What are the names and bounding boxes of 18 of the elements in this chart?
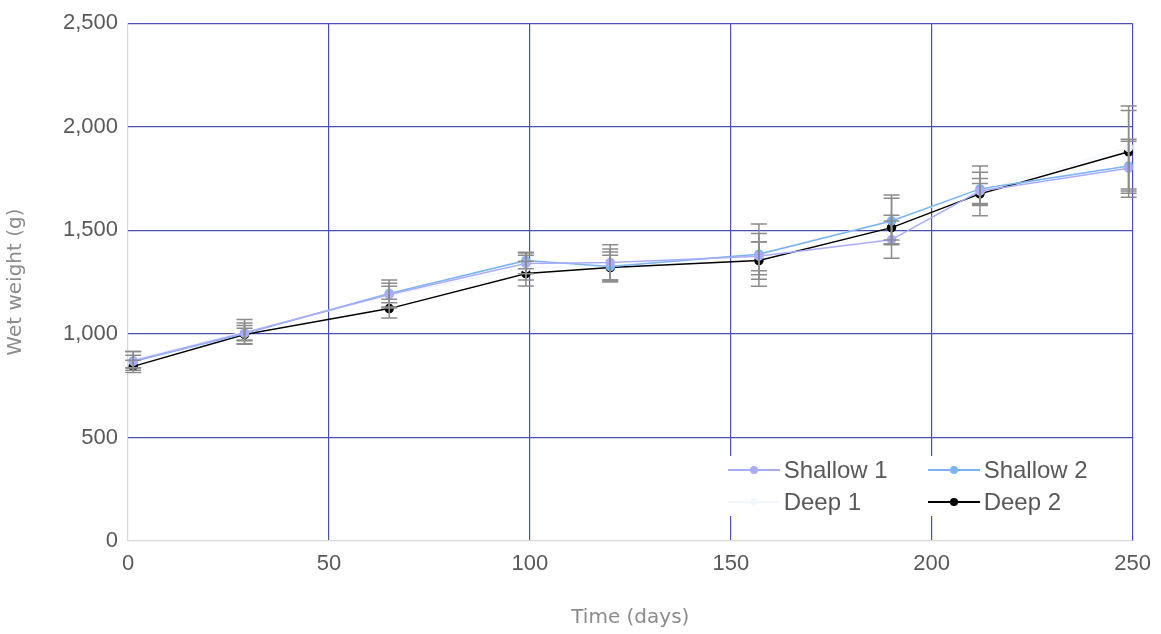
x-tick-label: 250	[1114, 550, 1152, 576]
legend-label: Deep 2	[983, 488, 1062, 516]
y-tick-label: 0	[105, 527, 118, 553]
y-tick-label: 1,500	[62, 216, 118, 242]
y-tick-label: 500	[81, 423, 118, 449]
x-tick-label: 50	[316, 550, 342, 576]
x-tick-label: 200	[913, 550, 951, 576]
x-tick-label: 100	[511, 550, 549, 576]
y-axis-title: Wet weight (g)	[2, 208, 27, 356]
x-tick-label: 0	[121, 550, 135, 576]
y-tick-label: 2,500	[62, 9, 118, 35]
x-tick-label: 150	[712, 550, 750, 576]
legend-label: Shallow 2	[983, 456, 1088, 484]
y-tick-label: 1,000	[62, 319, 118, 345]
y-tick-label: 2,000	[62, 112, 118, 138]
legend-label: Deep 1	[783, 488, 862, 516]
x-axis-title: Time (days)	[570, 604, 690, 629]
legend-label: Shallow 1	[783, 456, 888, 484]
